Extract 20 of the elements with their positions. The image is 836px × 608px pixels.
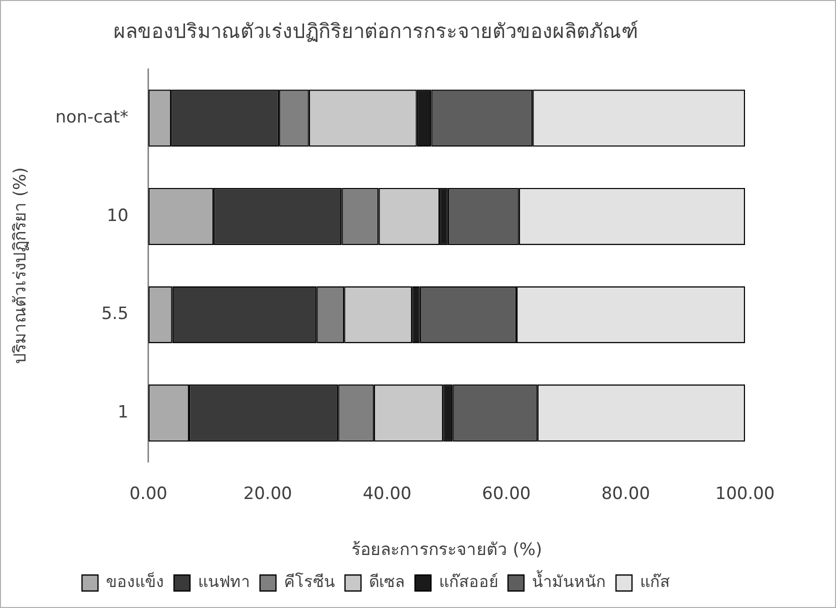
legend-label: คีโรซีน bbox=[284, 572, 335, 592]
chart-title: ผลของปริมาณตัวเร่งปฏิกิริยาต่อการกระจายตัวของผลิตภัณฑ์ bbox=[114, 19, 638, 44]
x-tick-label: 80.00 bbox=[601, 484, 650, 504]
legend-label: ของแข็ง bbox=[106, 571, 164, 592]
x-tick-label: 20.00 bbox=[243, 484, 292, 504]
x-tick-label: 0.00 bbox=[129, 484, 168, 504]
legend-label: ดีเซล bbox=[369, 572, 405, 592]
legend-label: น้ำมันหนัก bbox=[532, 570, 606, 592]
y-tick-label: non-cat* bbox=[55, 108, 128, 128]
y-tick-label: 5.5 bbox=[101, 304, 128, 324]
x-tick-label: 60.00 bbox=[482, 484, 531, 504]
y-axis-title: ปริมาณตัวเร่งปฏิกิริยา (%) bbox=[10, 167, 31, 364]
x-tick-label: 40.00 bbox=[362, 484, 412, 504]
x-tick-label: 100.00 bbox=[715, 484, 775, 504]
legend-label: แนฟทา bbox=[198, 572, 250, 592]
y-tick-label: 1 bbox=[118, 402, 128, 422]
y-tick-label: 10 bbox=[106, 206, 128, 226]
x-axis-title: ร้อยละการกระจายตัว (%) bbox=[351, 540, 542, 560]
legend-label: แก๊สออย์ bbox=[439, 572, 498, 592]
legend-label: แก๊ส bbox=[640, 572, 670, 592]
